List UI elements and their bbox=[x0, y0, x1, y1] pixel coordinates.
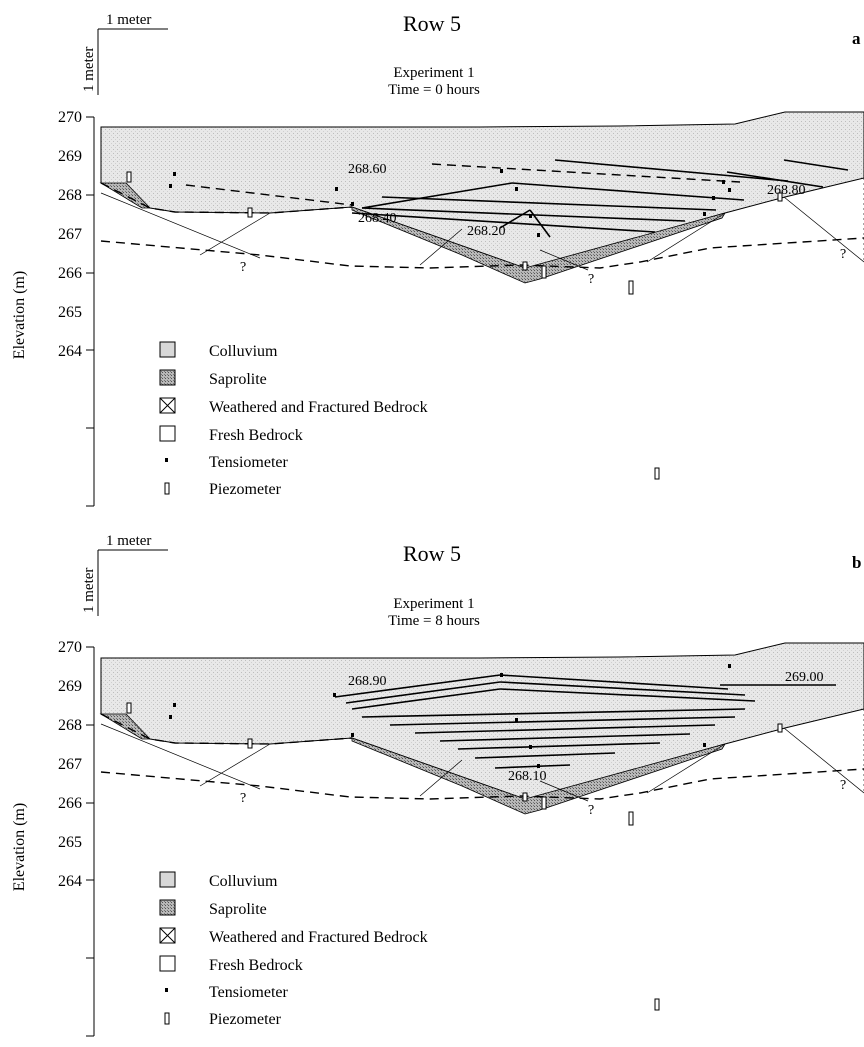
legend-label: Weathered and Fractured Bedrock bbox=[209, 929, 428, 946]
legend-label: Piezometer bbox=[209, 1011, 282, 1028]
legend-swatch-saprolite bbox=[159, 369, 176, 386]
y-tick-label: 268 bbox=[58, 187, 82, 204]
legend-swatch-colluvium bbox=[159, 871, 176, 888]
y-axis-label: Elevation (m) bbox=[11, 271, 28, 359]
y-tick-label: 268 bbox=[58, 717, 82, 734]
legend-label: Tensiometer bbox=[209, 984, 289, 1001]
fracture-lines bbox=[100, 178, 864, 271]
tensiometer-markers bbox=[169, 664, 731, 768]
y-tick-label: 264 bbox=[58, 343, 82, 360]
legend-label: Weathered and Fractured Bedrock bbox=[209, 399, 428, 416]
experiment-label: Experiment 1 bbox=[393, 596, 474, 612]
legend-label: Fresh Bedrock bbox=[209, 427, 303, 444]
legend-label: Piezometer bbox=[209, 481, 282, 498]
y-tick-label: 267 bbox=[58, 226, 82, 243]
bedrock-boundary bbox=[100, 182, 864, 269]
time-label: Time = 8 hours bbox=[388, 613, 480, 629]
contour-label: 268.20 bbox=[467, 224, 506, 239]
contour-label: 268.60 bbox=[348, 162, 387, 177]
unknown-marker: ? bbox=[840, 778, 846, 793]
contour-label: 269.00 bbox=[785, 670, 824, 685]
saprolite-layer bbox=[99, 182, 151, 209]
time-label: Time = 0 hours bbox=[388, 82, 480, 98]
cross-section-panel-a: 1 meter 1 meter Row 5 a Experiment 1 Tim… bbox=[11, 11, 864, 507]
unknown-marker: ? bbox=[588, 803, 594, 818]
legend-swatch-weathered bbox=[159, 927, 176, 944]
legend-label: Colluvium bbox=[209, 343, 278, 360]
legend: Colluvium Saprolite Weathered and Fractu… bbox=[159, 341, 428, 498]
legend-swatch-tensiometer bbox=[165, 458, 168, 462]
water-table-contours bbox=[334, 674, 836, 769]
colluvium-layer bbox=[100, 642, 864, 800]
experiment-label: Experiment 1 bbox=[393, 65, 474, 81]
y-tick-label: 270 bbox=[58, 109, 82, 126]
bedrock-boundary bbox=[100, 713, 864, 800]
legend-swatch-weathered bbox=[159, 397, 176, 414]
legend-swatch-fresh bbox=[159, 425, 176, 442]
contour-label: 268.80 bbox=[767, 183, 806, 198]
fracture-lines bbox=[100, 709, 864, 802]
y-tick-label: 266 bbox=[58, 795, 82, 812]
y-tick-label: 269 bbox=[58, 148, 82, 165]
unknown-marker: ? bbox=[240, 791, 246, 806]
contour-label: 268.90 bbox=[348, 674, 387, 689]
legend-swatch-colluvium bbox=[159, 341, 176, 358]
scale-bar-horizontal-label: 1 meter bbox=[106, 12, 151, 28]
contour-label: 268.40 bbox=[358, 211, 397, 226]
y-axis-label: Elevation (m) bbox=[11, 803, 28, 891]
panel-title: Row 5 bbox=[403, 11, 461, 36]
legend-label: Colluvium bbox=[209, 873, 278, 890]
saprolite-layer bbox=[351, 206, 726, 284]
scale-bar: 1 meter 1 meter bbox=[81, 533, 168, 616]
panel-letter: a bbox=[852, 29, 861, 48]
y-tick-label: 269 bbox=[58, 678, 82, 695]
y-tick-label: 270 bbox=[58, 639, 82, 656]
y-tick-label: 265 bbox=[58, 304, 82, 321]
legend-label: Fresh Bedrock bbox=[209, 957, 303, 974]
y-tick-label: 265 bbox=[58, 834, 82, 851]
legend-label: Saprolite bbox=[209, 371, 267, 388]
y-tick-label: 267 bbox=[58, 756, 82, 773]
y-tick-label: 264 bbox=[58, 873, 82, 890]
cross-section-panel-b: 1 meter 1 meter Row 5 b Experiment 1 Tim… bbox=[11, 533, 864, 1037]
y-tick-label: 266 bbox=[58, 265, 82, 282]
y-axis: 270 269 268 267 266 265 264 Elevation (m… bbox=[11, 109, 95, 507]
scale-bar-horizontal-label: 1 meter bbox=[106, 533, 151, 549]
scale-bar-vertical-label: 1 meter bbox=[81, 47, 97, 92]
panel-title: Row 5 bbox=[403, 541, 461, 566]
unknown-marker: ? bbox=[840, 247, 846, 262]
legend-swatch-piezometer bbox=[164, 482, 170, 495]
legend-swatch-fresh bbox=[159, 955, 176, 972]
tensiometer-markers bbox=[169, 169, 731, 237]
scale-bar: 1 meter 1 meter bbox=[81, 12, 168, 95]
colluvium-layer bbox=[100, 111, 864, 269]
piezometer-markers bbox=[126, 702, 783, 1011]
unknown-marker: ? bbox=[588, 272, 594, 287]
legend-swatch-piezometer bbox=[164, 1012, 170, 1025]
panel-letter: b bbox=[852, 553, 861, 572]
saprolite-layer bbox=[351, 737, 726, 815]
legend-label: Tensiometer bbox=[209, 454, 289, 471]
legend-swatch-saprolite bbox=[159, 899, 176, 916]
water-table-contours bbox=[351, 159, 849, 238]
legend-label: Saprolite bbox=[209, 901, 267, 918]
contour-dashed bbox=[185, 163, 741, 206]
scale-bar-vertical-label: 1 meter bbox=[81, 568, 97, 613]
legend-swatch-tensiometer bbox=[165, 988, 168, 992]
unknown-marker: ? bbox=[240, 260, 246, 275]
y-axis: 270 269 268 267 266 265 264 Elevation (m… bbox=[11, 639, 95, 1037]
piezometer-markers bbox=[126, 171, 783, 480]
legend: Colluvium Saprolite Weathered and Fractu… bbox=[159, 871, 428, 1028]
saprolite-layer bbox=[99, 713, 151, 740]
contour-label: 268.10 bbox=[508, 769, 547, 784]
